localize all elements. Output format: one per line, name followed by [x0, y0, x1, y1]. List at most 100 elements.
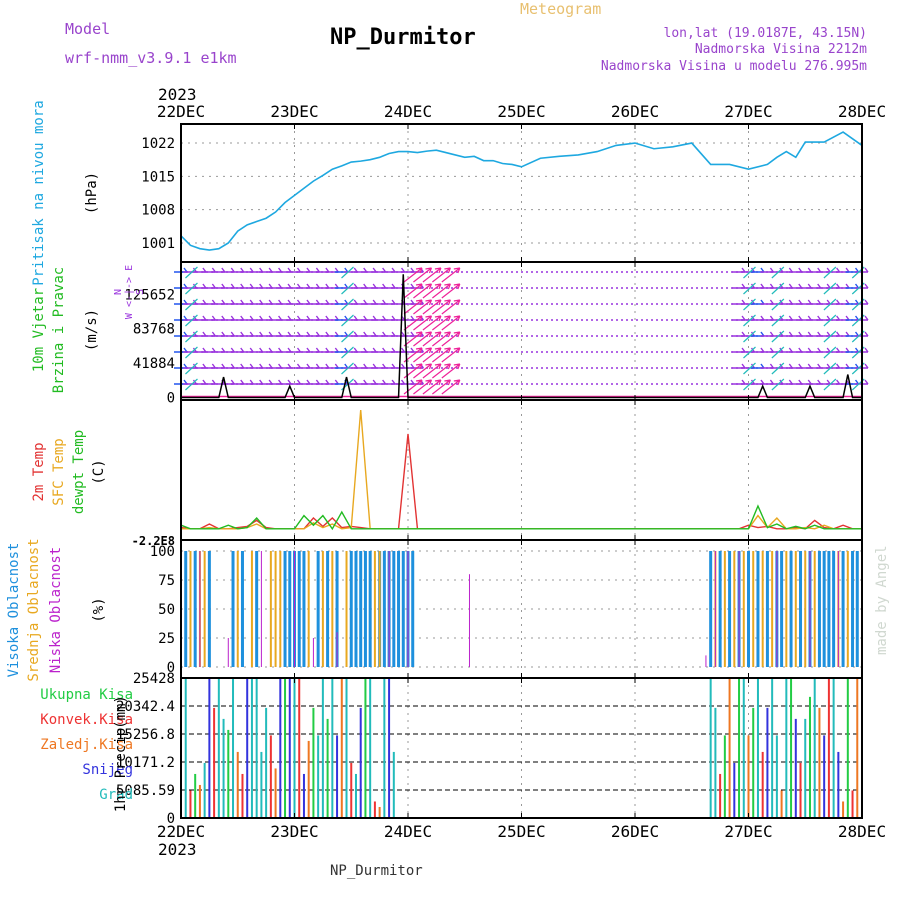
- cloud-bar-high: [855, 551, 859, 667]
- wind-cyan-arrow: [771, 378, 785, 391]
- model-name: wrf-nmm_v3.9.1 e1km: [65, 49, 237, 67]
- wind-diagonal-arrow: [441, 315, 461, 331]
- precip-bar-hail: [813, 678, 816, 818]
- panel-frame-cloud: [180, 539, 863, 679]
- precip-bar-total: [364, 678, 367, 818]
- watermark: made by Angel: [874, 545, 890, 655]
- precip-bar-snow: [823, 735, 826, 818]
- date-tick-top: 27DEC: [724, 102, 772, 121]
- precip-bar-snow: [279, 678, 282, 818]
- wind-cyan-arrow: [823, 378, 837, 391]
- temp-axis-label: dewpt Temp: [71, 430, 87, 514]
- wind-cyan-arrow: [771, 362, 785, 375]
- lonlat-label: lon,lat (19.0187E, 43.15N): [664, 26, 868, 41]
- cloud-bar-high: [283, 551, 287, 667]
- panel-frame-wind: [180, 261, 863, 401]
- wind-cyan-arrow: [743, 314, 756, 327]
- precip-bar-total: [723, 735, 726, 818]
- cloud-bar-high: [747, 551, 750, 667]
- wind-diagonal-arrow: [403, 347, 423, 363]
- panel-frame-pressure: [180, 123, 863, 263]
- cloud-bar-low: [738, 551, 740, 667]
- precip-bar-freezing: [236, 751, 239, 818]
- cloud-bar-low: [260, 551, 262, 667]
- cloud-tick-label: 0: [167, 660, 175, 676]
- cloud-bar-low: [837, 551, 839, 667]
- cloud-bar-mid: [307, 551, 310, 667]
- date-tick-top: 25DEC: [497, 102, 545, 121]
- precip-bar-convective: [189, 790, 192, 818]
- precip-bar-freezing: [856, 678, 859, 818]
- precip-bar-hail: [321, 678, 324, 818]
- wind-tick-label: 41884: [133, 356, 175, 372]
- cloud-bar-mid: [752, 551, 755, 667]
- cloud-bar-high: [756, 551, 760, 667]
- wind-diagonal-arrow: [403, 363, 423, 379]
- cloud-axis-label: Srednja Oblacnost: [26, 538, 42, 681]
- wind-diagonal-arrow: [413, 267, 433, 283]
- wind-cyan-arrow: [823, 362, 837, 375]
- cloud-bar-low: [294, 551, 295, 667]
- precip-bar-hail: [232, 678, 235, 818]
- wind-diagonal-arrow: [403, 379, 423, 395]
- wind-cyan-arrow: [341, 330, 354, 343]
- precip-bar-convective: [851, 790, 854, 818]
- model-label: Model: [65, 20, 110, 38]
- precip-bar-snow: [208, 678, 211, 818]
- wind-diagonal-arrow: [422, 267, 442, 283]
- precip-bar-freezing: [307, 740, 310, 818]
- precip-bar-snow: [302, 773, 305, 818]
- wind-diagonal-arrow: [413, 299, 433, 315]
- wind-diagonal-arrow: [432, 363, 451, 379]
- date-tick-top: 28DEC: [838, 102, 886, 121]
- pressure-tick-label: 1022: [141, 136, 175, 152]
- precip-bar-hail: [203, 762, 206, 818]
- wind-diagonal-arrow: [422, 347, 442, 363]
- temp-axis-label: SFC Temp: [51, 438, 67, 505]
- cloud-bar-mid: [373, 551, 376, 667]
- temp-unit-label: (C): [91, 459, 107, 484]
- wind-cyan-arrow: [823, 330, 837, 343]
- wind-diagonal-arrow: [422, 331, 442, 347]
- cloud-bar-high: [207, 551, 211, 667]
- cloud-bar-low: [336, 632, 338, 667]
- precip-bar-freezing: [780, 790, 783, 818]
- wind-cyan-arrow: [771, 314, 785, 327]
- cloud-bar-high: [302, 551, 306, 667]
- wind-tick-label: 0: [167, 391, 175, 407]
- precip-bar-hail: [345, 678, 348, 818]
- frames-layer: [180, 123, 863, 819]
- date-tick-bottom: 26DEC: [611, 822, 659, 841]
- wind-diagonal-arrow: [413, 379, 433, 395]
- cloud-axis-label: Visoka Oblacnost: [6, 543, 22, 678]
- cloud-bar-high: [832, 551, 836, 667]
- date-tick-top: 22DEC: [157, 102, 205, 121]
- cloud-bar-mid: [761, 551, 764, 667]
- precip-bar-total: [752, 707, 755, 818]
- wind-diagonal-arrow: [432, 283, 451, 299]
- cloud-bar-low: [776, 551, 778, 667]
- cloud-tick-label: 50: [158, 602, 175, 618]
- precip-legend-label: Konvek.Kisa: [40, 712, 133, 728]
- cloud-bar-high: [368, 551, 372, 667]
- precip-bar-freezing: [378, 806, 381, 818]
- pressure-line: [180, 131, 863, 251]
- cloud-bar-low: [407, 551, 409, 667]
- wind-cyan-arrow: [743, 282, 756, 295]
- cloud-bar-mid: [785, 551, 788, 667]
- pressure-tick-label: 1015: [141, 169, 175, 185]
- wind-diagonal-arrow: [432, 299, 451, 315]
- wind-diagonal-arrow: [422, 379, 442, 395]
- wind-diagonal-arrow: [441, 299, 461, 315]
- wind-cyan-arrow: [341, 282, 354, 295]
- wind-cyan-arrow: [771, 282, 785, 295]
- cloud-unit-label: (%): [91, 597, 107, 622]
- wind-diagonal-arrow: [403, 331, 423, 347]
- wind-cyan-arrow: [743, 330, 756, 343]
- precip-bar-hail: [354, 773, 357, 818]
- wind-unit-label: (m/s): [84, 309, 100, 351]
- model-altitude-label: Nadmorska Visina u modelu 276.995m: [601, 59, 867, 74]
- altitude-label: Nadmorska Visina 2212m: [695, 42, 867, 57]
